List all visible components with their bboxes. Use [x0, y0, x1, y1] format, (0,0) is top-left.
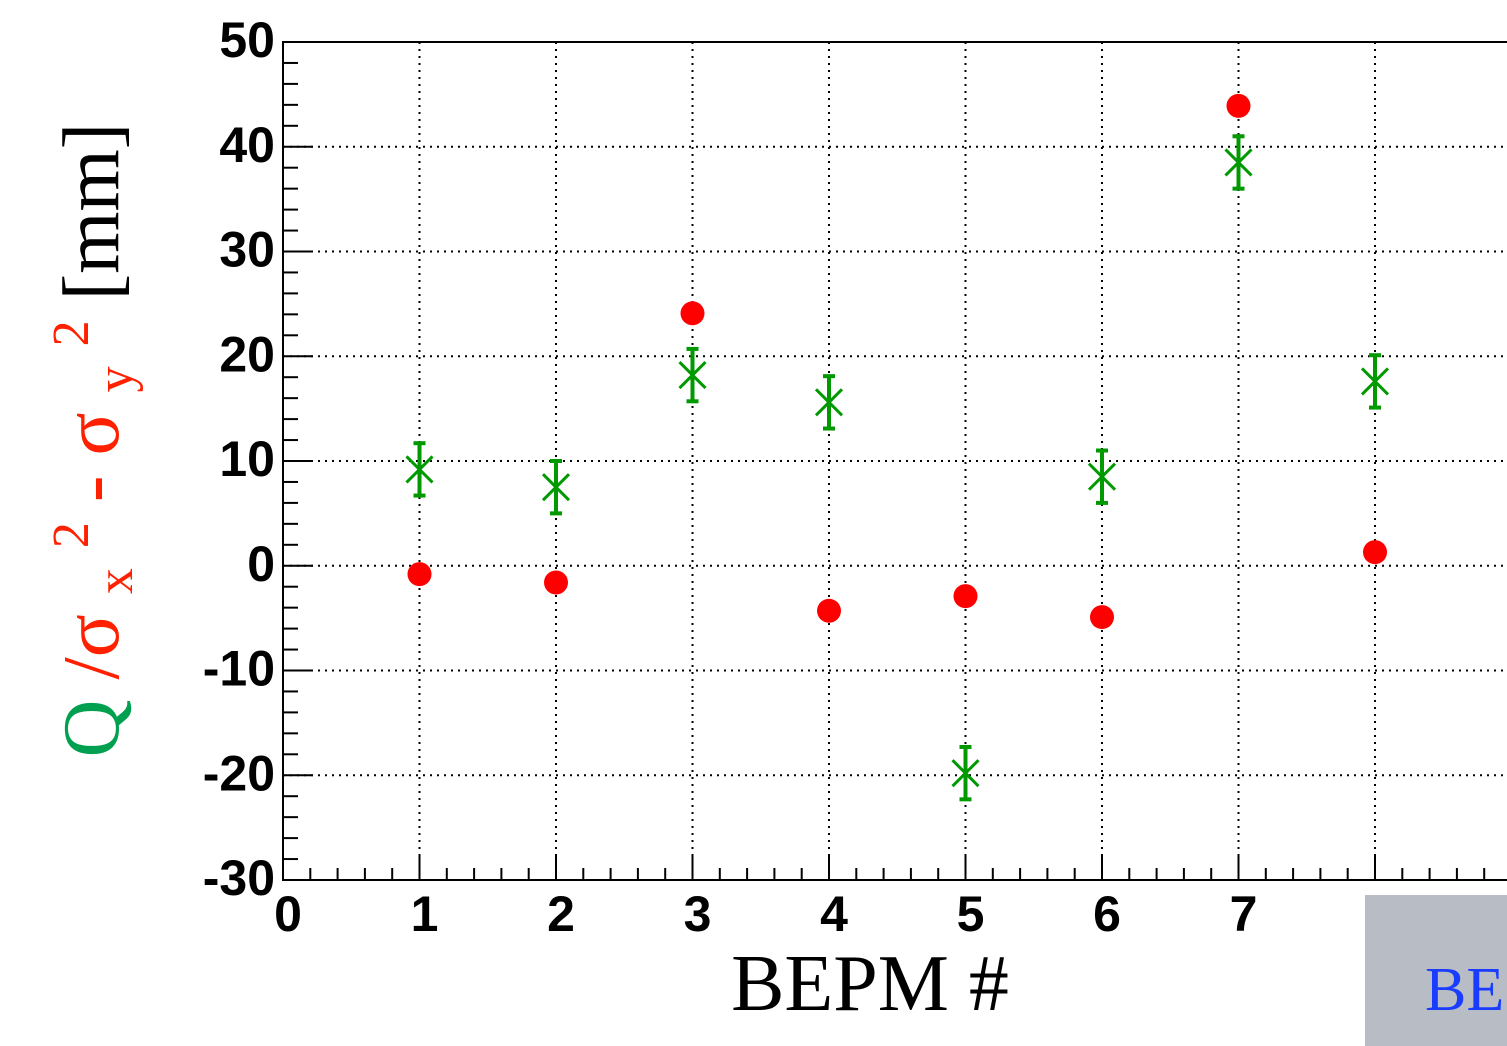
- x-tick-label: 7: [1230, 886, 1258, 942]
- point: [407, 562, 432, 587]
- y-label-part: - σ: [48, 412, 136, 502]
- x-tick-label: 6: [1093, 886, 1121, 942]
- x-tick-label: 5: [957, 886, 985, 942]
- logo-text: BE: [1425, 956, 1504, 1024]
- x-tick-label: 1: [411, 886, 439, 942]
- point: [1363, 540, 1387, 565]
- y-tick-label: -30: [203, 850, 275, 906]
- y-axis-label: Q /σ x 2 - σ y 2 [mm]: [18, 123, 150, 758]
- point: [953, 584, 978, 609]
- y-tick-label: 20: [219, 326, 275, 382]
- point: [1090, 605, 1114, 630]
- point: [680, 301, 705, 326]
- point: [1226, 93, 1251, 118]
- axis-frame: [282, 41, 1507, 881]
- x-tick-label: 2: [547, 886, 575, 942]
- y-tick-label: -10: [203, 641, 275, 697]
- y-tick-label: 10: [219, 431, 275, 487]
- y-label-part: Q: [48, 700, 136, 758]
- y-tick-label: 0: [247, 536, 275, 592]
- y-label-part: x: [87, 568, 144, 594]
- y-tick-label: 40: [219, 117, 275, 173]
- y-tick-label: -20: [203, 745, 275, 801]
- point: [1087, 460, 1117, 493]
- y-label-part: /σ: [48, 614, 136, 679]
- x-axis-label: BEPM #: [731, 940, 1009, 1028]
- y-label-part: 2: [43, 320, 100, 346]
- plot-area: -30-20-1001020304050012345678: [203, 12, 1507, 942]
- point: [814, 386, 844, 419]
- point: [544, 570, 568, 595]
- y-label-part: y: [87, 366, 144, 392]
- x-tick-label: 3: [684, 886, 712, 942]
- point: [678, 359, 707, 392]
- y-label-part: 2: [43, 522, 100, 548]
- x-tick-label: 0: [274, 886, 302, 942]
- y-label-part: [mm]: [48, 123, 136, 301]
- x-tick-label: 4: [820, 886, 848, 942]
- point: [1360, 365, 1390, 398]
- y-tick-label: 30: [219, 222, 275, 278]
- point: [951, 757, 980, 790]
- point: [541, 471, 571, 504]
- point: [817, 598, 841, 623]
- point: [1224, 146, 1253, 179]
- point: [405, 453, 434, 486]
- y-tick-label: 50: [219, 12, 275, 68]
- logo-background: [1365, 895, 1507, 1046]
